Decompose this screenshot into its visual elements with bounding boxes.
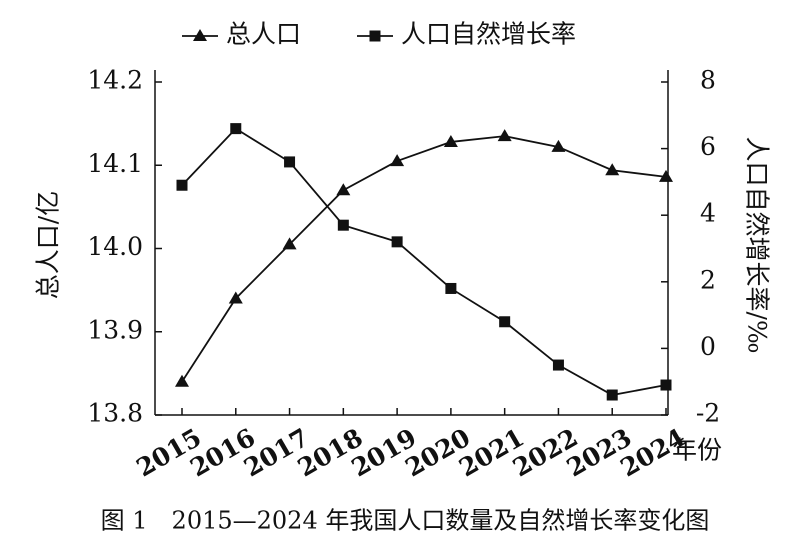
point xyxy=(445,282,457,294)
point xyxy=(497,129,512,142)
legend-label: 总人口 xyxy=(226,20,301,49)
point xyxy=(606,389,618,401)
point xyxy=(660,379,672,391)
y-tick-label: 14.0 xyxy=(87,232,143,261)
y2-tick-label: 0 xyxy=(700,332,716,361)
y-tick-label: 14.2 xyxy=(87,66,143,95)
y2-tick-label: 2 xyxy=(700,265,716,294)
y2-tick-label: 8 xyxy=(700,66,716,95)
point xyxy=(284,156,296,168)
point xyxy=(391,236,403,248)
x-axis-label: 年份 xyxy=(672,436,722,465)
point xyxy=(175,374,189,387)
y-tick-label: 13.8 xyxy=(87,399,143,428)
point xyxy=(176,179,188,191)
caption: 图 1 2015—2024 年我国人口数量及自然增长率变化图 xyxy=(101,507,710,535)
series-line xyxy=(181,135,667,383)
series-line xyxy=(181,127,667,396)
y-tick-label: 14.1 xyxy=(87,149,143,178)
y2-tick-label: -2 xyxy=(696,399,720,428)
point xyxy=(390,154,405,167)
y2-tick-label: 6 xyxy=(700,132,716,161)
legend-marker xyxy=(193,29,207,41)
legend-marker xyxy=(369,30,381,42)
point xyxy=(230,123,242,135)
point xyxy=(659,169,673,182)
point xyxy=(605,163,620,176)
point xyxy=(552,359,564,371)
point xyxy=(337,219,349,231)
y2-tick-label: 4 xyxy=(700,199,716,228)
y-axis-label: 总人口/亿 xyxy=(34,191,63,299)
point xyxy=(336,183,351,196)
legend-label: 人口自然增长率 xyxy=(401,20,576,49)
point xyxy=(443,134,458,147)
point xyxy=(499,316,511,328)
y-tick-label: 13.9 xyxy=(87,315,143,344)
point xyxy=(551,139,566,152)
point xyxy=(228,291,243,304)
y2-axis-label: 人口自然增长率/‰ xyxy=(743,137,772,354)
point xyxy=(282,237,297,250)
